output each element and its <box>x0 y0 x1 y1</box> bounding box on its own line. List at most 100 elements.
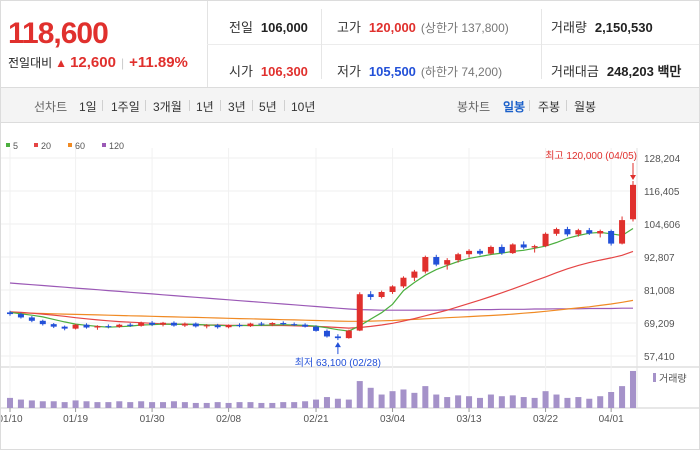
candle-body <box>509 244 516 254</box>
x-tick-label: 02/08 <box>216 414 241 425</box>
volume-bar <box>72 400 79 408</box>
candle-body <box>61 326 68 329</box>
change-percent: +11.89% <box>129 54 188 71</box>
candle-body <box>116 324 123 327</box>
price-change: 전일대비 ▲ 12,600 | +11.89% <box>8 54 188 71</box>
candle-body <box>291 324 298 326</box>
candle-body <box>17 314 24 318</box>
candle-body <box>138 322 145 326</box>
line-chart-label: 선차트 <box>34 100 68 114</box>
candle-body <box>356 294 363 331</box>
candle-body <box>214 325 221 328</box>
candle-body <box>72 324 79 329</box>
volume-bar <box>608 392 615 408</box>
y-tick-label: 116,405 <box>644 187 680 198</box>
candle-body <box>313 326 320 331</box>
ma120-line <box>9 282 633 311</box>
chart-grid <box>1 148 699 409</box>
legend-swatch-60 <box>68 143 72 147</box>
candle-body <box>629 184 637 220</box>
candle-body <box>236 324 243 327</box>
candle-monthly[interactable]: 월봉 <box>574 100 597 114</box>
x-tick-label: 01/30 <box>140 414 165 425</box>
candle-body <box>247 323 254 327</box>
candle-body <box>28 317 35 321</box>
volume-bar <box>247 402 254 408</box>
volume-bar <box>94 402 101 408</box>
candle-body <box>39 320 46 325</box>
x-tick-label: 02/21 <box>304 414 329 425</box>
price-chart: 5 20 60 120 128,204 116,405 104,606 92,807 81,0… <box>1 141 699 425</box>
period-10y[interactable]: 10년 <box>291 100 316 114</box>
volume-bar <box>466 396 473 408</box>
volume-bar <box>6 397 14 408</box>
candle-body <box>389 286 396 292</box>
volume-bar <box>203 402 210 408</box>
volume-bar <box>597 396 604 408</box>
period-3m[interactable]: 3개월 <box>153 100 182 114</box>
period-1w[interactable]: 1주일 <box>111 100 140 114</box>
trade-value-stat: 거래대금 248,203 백만 <box>551 61 681 80</box>
volume-bar <box>367 387 374 408</box>
ma60-line <box>9 299 634 322</box>
candle-chart-label: 봉차트 <box>457 100 491 114</box>
period-3y[interactable]: 3년 <box>228 100 246 114</box>
price-summary: 118,600 전일대비 ▲ 12,600 | +11.89% <box>1 1 208 87</box>
lower-limit: (하한가 74,200) <box>420 65 503 79</box>
volume-bar <box>455 395 462 408</box>
volume-bar <box>586 398 593 408</box>
volume-bar <box>411 392 418 408</box>
volume-bar <box>444 397 451 408</box>
prev-close-value: 106,000 <box>260 20 308 35</box>
legend-label-5: 5 <box>13 141 18 151</box>
candlesticks <box>6 180 637 341</box>
candle-body <box>422 257 429 272</box>
candle-body <box>455 254 462 261</box>
volume-bar <box>192 402 199 408</box>
candle-body <box>466 250 473 255</box>
candle-body <box>170 322 177 326</box>
candle-body <box>531 246 538 248</box>
candle-daily[interactable]: 일봉 <box>503 100 526 114</box>
candle-body <box>597 231 604 234</box>
candle-body <box>181 323 188 326</box>
max-arrow-head <box>630 174 636 180</box>
candle-body <box>619 220 626 244</box>
volume-bar <box>564 397 571 408</box>
volume-bar <box>575 397 582 408</box>
volume-bar <box>138 401 145 408</box>
volume-bar <box>619 386 626 408</box>
candle-body <box>258 323 265 325</box>
candle-weekly[interactable]: 주봉 <box>538 100 561 114</box>
volume-bar <box>553 394 560 408</box>
chart-legend: 5 20 60 120 <box>6 141 124 151</box>
candle-body <box>586 230 593 234</box>
volume-legend-swatch <box>653 373 656 382</box>
period-1y[interactable]: 1년 <box>196 100 214 114</box>
current-price: 118,600 <box>8 17 109 50</box>
max-price-annotation: 최고 120,000 (04/05) <box>545 150 637 162</box>
volume-bar <box>542 391 549 408</box>
y-tick-label: 92,807 <box>644 253 675 264</box>
candle-body <box>269 323 276 325</box>
candle-body <box>225 324 232 328</box>
volume-bar <box>225 402 232 408</box>
volume-stat: 거래량 2,150,530 <box>551 20 653 35</box>
x-tick-label: 03/04 <box>380 414 405 425</box>
candle-body <box>149 322 156 325</box>
volume-bar <box>280 402 287 408</box>
volume-bars: 거래량 <box>6 370 687 408</box>
x-axis: 01/10 01/19 01/30 02/08 02/21 03/04 03/13 03/22… <box>1 408 624 425</box>
y-tick-label: 128,204 <box>644 154 681 165</box>
candle-body <box>203 325 210 327</box>
volume-bar <box>269 402 276 408</box>
high-stat: 고가 120,000 (상한가 137,800) <box>337 20 509 35</box>
period-1d[interactable]: 1일 <box>79 100 97 114</box>
y-tick-label: 57,410 <box>644 352 675 363</box>
volume-bar <box>334 398 341 408</box>
period-5y[interactable]: 5년 <box>259 100 277 114</box>
legend-swatch-5 <box>6 143 10 147</box>
candle-body <box>160 322 167 325</box>
volume-bar <box>61 402 68 408</box>
min-price-annotation: 최저 63,100 (02/28) <box>295 357 381 369</box>
